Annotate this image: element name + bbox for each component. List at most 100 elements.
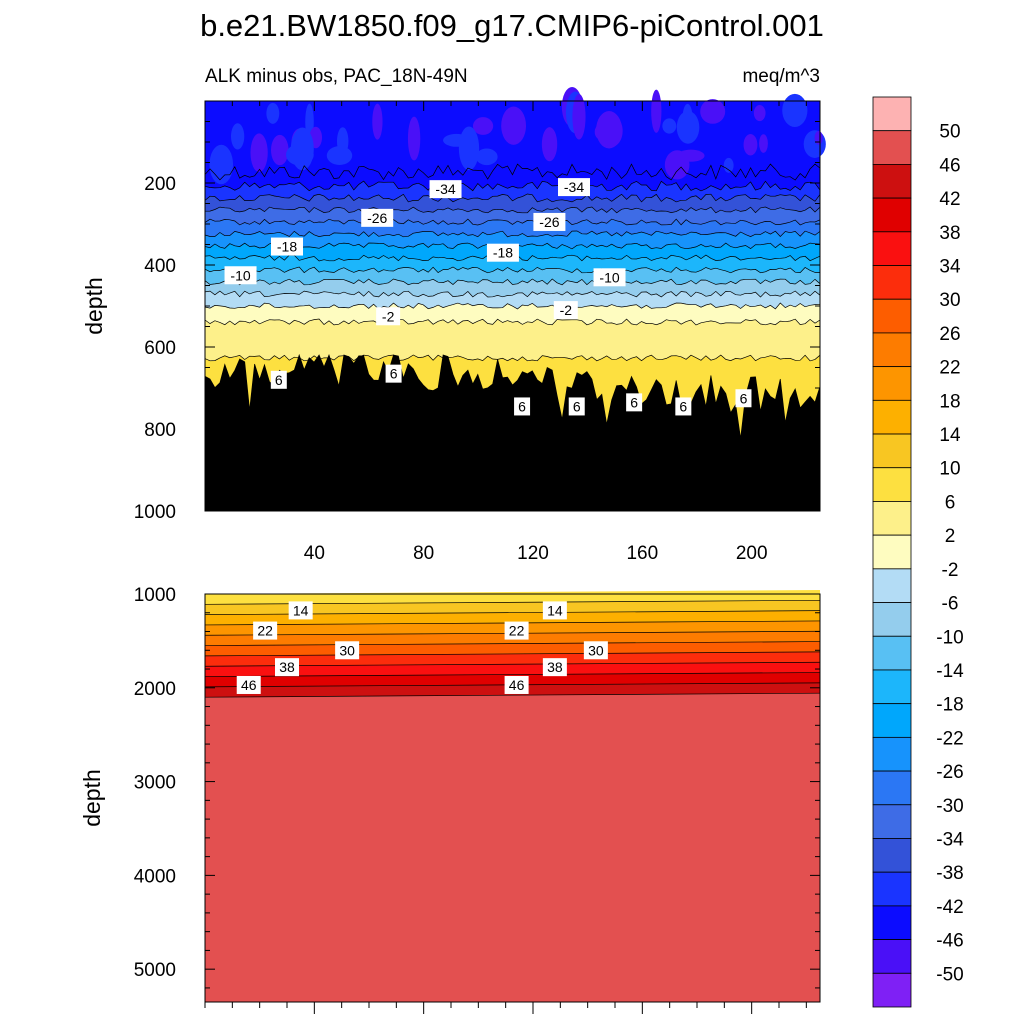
contour-line-46	[204, 692, 821, 698]
upper-contour-lines	[204, 163, 821, 439]
colorbar-label: 2	[945, 526, 956, 547]
lower-contour-label: 38	[275, 658, 299, 677]
lower-contour-label-box	[504, 675, 529, 694]
lower-contour-label-text: 46	[241, 677, 257, 693]
colorbar-label: -22	[936, 728, 963, 749]
lower-contour-label-box	[542, 601, 567, 620]
colorbar-box	[872, 96, 912, 132]
upper-contour-label-text: 6	[390, 366, 398, 382]
colorbar-box	[872, 366, 912, 401]
colorbar-label: 46	[939, 155, 960, 176]
upper-contour-label-box	[568, 397, 585, 416]
upper-contour-label-text: 6	[740, 390, 748, 406]
colorbar-boxes	[872, 96, 912, 1008]
colorbar-label: -38	[936, 863, 963, 884]
surface-blob	[472, 117, 494, 135]
subtitle-right: meq/m^3	[742, 66, 820, 87]
lower-contour-label-box	[236, 675, 261, 694]
contour-line-34	[204, 661, 821, 667]
colorbar-box	[872, 905, 912, 940]
fill-band-lower-14	[205, 600, 820, 615]
lower-contour-fills	[205, 590, 820, 1002]
colorbar-label: 26	[939, 324, 960, 345]
colorbar-box	[872, 568, 912, 603]
lower-contour-panel: 14 14 22 22 30 30 38 38 46 46 1000 2000 3000 4000 500…	[79, 585, 821, 1014]
lower-y-tick-label: 5000	[134, 960, 176, 981]
colorbar-box	[872, 635, 912, 671]
upper-contour-label-text: 6	[518, 398, 526, 414]
upper-contour-label: -2	[376, 307, 401, 326]
upper-contour-label: 6	[735, 389, 752, 408]
colorbar-label: -18	[936, 695, 963, 716]
colorbar-label: -42	[936, 897, 963, 918]
upper-axis-ticks	[204, 100, 820, 512]
colorbar-box	[872, 939, 912, 974]
colorbar-label: -50	[936, 964, 963, 985]
colorbar-box	[872, 197, 912, 233]
contour-line--38	[204, 193, 821, 203]
colorbar-box	[872, 804, 912, 839]
lower-y-axis-label: depth	[79, 769, 105, 827]
lower-contour-label: 46	[236, 675, 261, 694]
surface-blob	[407, 116, 421, 161]
colorbar-label: 34	[939, 257, 961, 278]
lower-y-tick-label: 1000	[134, 585, 176, 606]
contour-line-38	[204, 672, 821, 677]
upper-contour-label-box	[385, 364, 402, 383]
upper-contour-label-text: -26	[539, 214, 559, 230]
upper-contour-label: 6	[675, 397, 692, 416]
lower-contour-labels: 14 14 22 22 30 30 38 38 46 46	[236, 601, 608, 694]
upper-contour-label-box	[558, 178, 590, 197]
surface-blob	[803, 130, 826, 158]
upper-contour-label: -10	[224, 266, 257, 285]
surface-blob	[270, 134, 289, 166]
upper-contour-label-box	[376, 307, 401, 326]
contour-line--2	[204, 302, 821, 310]
lower-contour-label: 14	[542, 601, 567, 620]
upper-contour-label-text: -34	[435, 181, 455, 197]
surface-blob	[266, 102, 280, 124]
upper-contour-label: -34	[558, 178, 590, 197]
colorbar-label: 30	[939, 290, 960, 311]
upper-contour-label-text: -2	[382, 308, 395, 324]
upper-contour-label-box	[271, 237, 303, 256]
contour-line-26	[204, 641, 821, 646]
upper-contour-label-text: -26	[367, 210, 387, 226]
upper-contour-label-box	[735, 389, 752, 408]
surface-blob	[230, 123, 245, 150]
surface-blob	[814, 130, 823, 145]
upper-contour-label-box	[533, 212, 566, 231]
upper-x-tick-labels: 40 80 120 160 200	[304, 543, 768, 564]
upper-contour-label-box	[361, 208, 394, 227]
contour-line--26	[204, 230, 821, 238]
colorbar-label: -10	[936, 627, 963, 648]
lower-contour-label: 38	[542, 658, 567, 677]
lower-y-tick-labels: 1000 2000 3000 4000 5000	[134, 585, 176, 981]
colorbar-label: 6	[945, 492, 956, 513]
lower-contour-label: 14	[288, 601, 313, 620]
surface-blob	[662, 118, 677, 134]
upper-y-tick-label: 1000	[134, 502, 176, 523]
surface-blob	[723, 157, 734, 173]
upper-contour-label-box	[553, 301, 578, 320]
surface-blob	[664, 150, 690, 180]
figure-title: b.e21.BW1850.f09_g17.CMIP6-piControl.001	[200, 8, 824, 43]
upper-x-tick-label: 200	[736, 543, 768, 564]
lower-contour-label: 30	[583, 641, 608, 660]
upper-contour-label-box	[675, 397, 692, 416]
upper-contour-label-text: -18	[493, 245, 513, 261]
upper-x-tick-label: 40	[304, 543, 325, 564]
upper-contour-label-box	[224, 266, 257, 285]
colorbar-label: -30	[936, 796, 963, 817]
surface-blob	[782, 93, 808, 128]
upper-contour-label-text: -10	[230, 267, 250, 283]
colorbar-box	[872, 332, 912, 368]
contour-line--14	[204, 266, 821, 274]
colorbar-label: 14	[939, 425, 961, 446]
colorbar-label: -46	[936, 931, 963, 952]
lower-y-tick-label: 4000	[134, 866, 176, 887]
upper-contour-label: -10	[593, 268, 626, 287]
lower-contour-label-text: 30	[588, 642, 604, 658]
fill-band-lower-38	[205, 662, 820, 677]
